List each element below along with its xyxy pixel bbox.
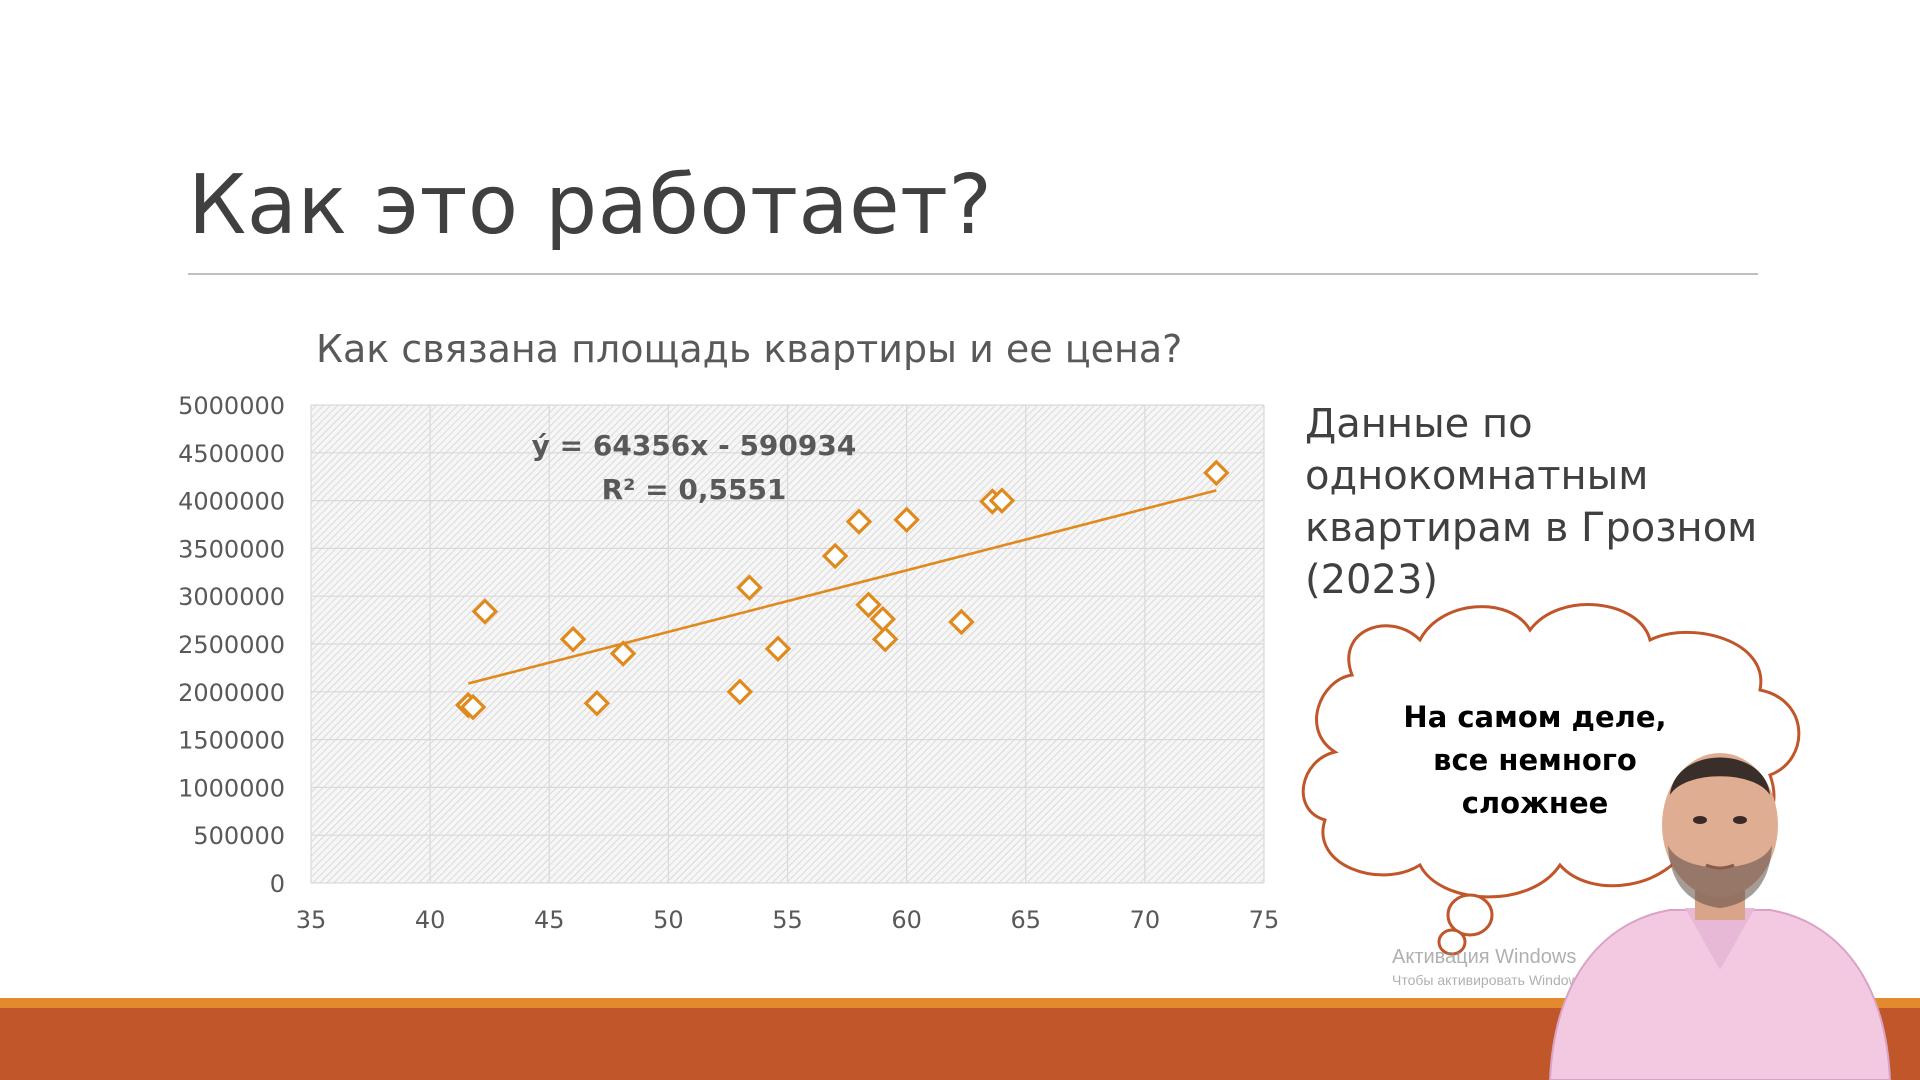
data-point xyxy=(559,625,587,653)
data-point xyxy=(855,591,882,619)
title-divider xyxy=(188,273,1758,275)
y-tick-label: 500000 xyxy=(193,822,285,850)
slide-title: Как это работает? xyxy=(188,158,993,253)
trendline-equation: ý = 64356x - 590934 xyxy=(532,429,857,462)
x-tick-label: 70 xyxy=(1130,906,1161,934)
y-tick-label: 4500000 xyxy=(178,440,285,468)
x-tick-label: 50 xyxy=(653,906,684,934)
x-tick-label: 45 xyxy=(534,906,565,934)
activation-watermark-title: Активация Windows xyxy=(1392,946,1577,968)
data-point xyxy=(948,608,975,636)
data-point xyxy=(726,678,754,706)
y-tick-label: 2500000 xyxy=(178,631,285,659)
x-tick-label: 55 xyxy=(772,906,803,934)
data-point xyxy=(459,693,487,721)
data-point xyxy=(1203,459,1230,487)
y-tick-label: 1500000 xyxy=(178,727,285,755)
data-point xyxy=(988,487,1016,514)
footer-accent-stripe xyxy=(0,998,1920,1008)
y-tick-label: 3000000 xyxy=(178,583,285,611)
y-tick-label: 2000000 xyxy=(178,679,285,707)
x-tick-label: 65 xyxy=(1010,906,1041,934)
y-tick-label: 3500000 xyxy=(178,535,285,563)
data-point xyxy=(471,598,499,625)
x-tick-label: 60 xyxy=(891,906,922,934)
data-point xyxy=(845,508,873,535)
data-point xyxy=(583,690,611,717)
data-point xyxy=(609,640,637,667)
data-point xyxy=(736,574,763,601)
data-point xyxy=(893,506,920,533)
y-tick-label: 4000000 xyxy=(178,488,285,516)
data-point xyxy=(764,635,792,663)
x-tick-label: 75 xyxy=(1249,906,1280,934)
data-description: Данные по однокомнатным квартирам в Гроз… xyxy=(1305,401,1758,603)
trendline xyxy=(467,489,1217,685)
r-squared-label: R² = 0,5551 xyxy=(602,473,787,506)
thought-bubble-text: На самом деле, все немного сложнее xyxy=(1403,700,1667,820)
chart-title: Как связана площадь квартиры и ее цена? xyxy=(316,327,1182,371)
data-point xyxy=(821,542,849,570)
data-point xyxy=(871,625,899,653)
y-tick-label: 1000000 xyxy=(178,774,285,802)
scatter-chart: Как связана площадь квартиры и ее цена? … xyxy=(178,327,1280,934)
x-tick-label: 40 xyxy=(415,906,446,934)
y-tick-label: 5000000 xyxy=(178,392,285,420)
x-tick-label: 35 xyxy=(296,906,327,934)
y-tick-label: 0 xyxy=(270,870,285,898)
presenter-video xyxy=(1548,753,1892,1080)
